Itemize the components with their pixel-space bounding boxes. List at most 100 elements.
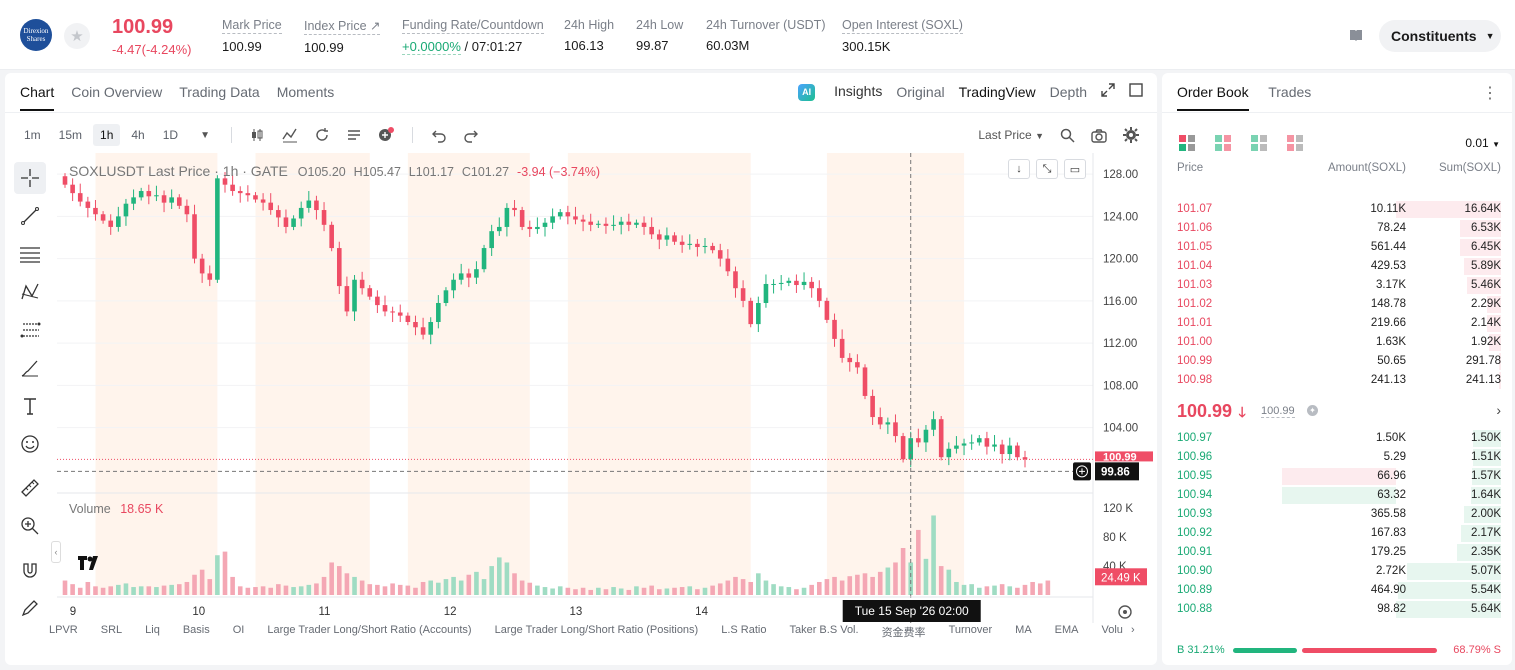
ask-row[interactable]: 101.00 1.63K 1.92K — [1177, 333, 1501, 352]
ask-row[interactable]: 100.99 50.65 291.78 — [1177, 352, 1501, 371]
trend-line-icon[interactable] — [14, 200, 46, 232]
collapse-icon[interactable]: ⤡ — [1036, 159, 1058, 179]
indicator-volume[interactable]: Volu — [1101, 624, 1123, 636]
pattern-icon[interactable] — [14, 276, 46, 308]
tab-coin-overview[interactable]: Coin Overview — [71, 84, 163, 100]
timeframe-dropdown-icon[interactable]: ▼ — [200, 129, 211, 141]
timeframe-4h[interactable]: 4h — [131, 128, 145, 142]
bid-row[interactable]: 100.97 1.50K 1.50K — [1177, 429, 1501, 448]
indicator-lt-ratio-positions[interactable]: Large Trader Long/Short Ratio (Positions… — [494, 624, 699, 636]
candle — [695, 243, 700, 248]
magnet-icon[interactable] — [14, 554, 46, 586]
constituents-dropdown[interactable]: Constituents ▼ — [1379, 20, 1501, 52]
bid-row[interactable]: 100.89 464.90 5.54K — [1177, 581, 1501, 600]
indicators-icon[interactable] — [281, 126, 299, 144]
tab-chart[interactable]: Chart — [20, 84, 55, 111]
insights-button[interactable]: AI Insights — [784, 83, 882, 101]
timeframe-1m[interactable]: 1m — [24, 128, 41, 142]
lock-pencil-icon[interactable] — [14, 592, 46, 624]
fullscreen-icon[interactable]: ▭ — [1064, 159, 1086, 179]
indicator-turnover[interactable]: Turnover — [948, 624, 993, 636]
indicator-liq[interactable]: Liq — [145, 624, 160, 636]
bid-row[interactable]: 100.91 179.25 2.35K — [1177, 543, 1501, 562]
add-indicator-icon[interactable] — [377, 126, 395, 144]
refresh-icon[interactable] — [313, 126, 331, 144]
horizontal-lines-icon[interactable] — [14, 238, 46, 270]
layout-both-alt-icon[interactable] — [1215, 135, 1231, 151]
indicator-ema[interactable]: EMA — [1054, 624, 1079, 636]
brush-icon[interactable] — [14, 352, 46, 384]
indicator-taker-vol[interactable]: Taker B.S Vol. — [789, 624, 859, 636]
ask-row[interactable]: 101.03 3.17K 5.46K — [1177, 276, 1501, 295]
indicator-lt-ratio-accounts[interactable]: Large Trader Long/Short Ratio (Accounts) — [267, 624, 472, 636]
price-source-select[interactable]: Last Price ▼ — [978, 128, 1044, 142]
ask-row[interactable]: 101.05 561.44 6.45K — [1177, 238, 1501, 257]
precision-select[interactable]: 0.01 ▼ — [1465, 136, 1500, 150]
ask-row[interactable]: 101.06 78.24 6.53K — [1177, 219, 1501, 238]
candle-type-icon[interactable] — [249, 126, 267, 144]
crosshair-icon[interactable] — [14, 162, 46, 194]
ask-row[interactable]: 101.02 148.78 2.29K — [1177, 295, 1501, 314]
bid-row[interactable]: 100.92 167.83 2.17K — [1177, 524, 1501, 543]
bid-row[interactable]: 100.94 63.32 1.64K — [1177, 486, 1501, 505]
view-tradingview[interactable]: TradingView — [958, 83, 1036, 100]
bid-row[interactable]: 100.95 66.96 1.57K — [1177, 467, 1501, 486]
arrow-down-icon: 🡓 — [1238, 404, 1246, 420]
zoom-in-icon[interactable] — [14, 510, 46, 542]
text-tool-icon[interactable] — [14, 390, 46, 422]
emoji-icon[interactable] — [14, 428, 46, 460]
expand-icon[interactable] — [1101, 83, 1115, 100]
ruler-icon[interactable] — [14, 472, 46, 504]
more-options-icon[interactable]: ⋮ — [1482, 85, 1498, 102]
legend-close: C101.27 — [461, 165, 510, 179]
indicator-funding-rate[interactable]: 资金费率 — [881, 627, 926, 639]
tab-order-book[interactable]: Order Book — [1177, 84, 1249, 111]
indicator-lpvr[interactable]: LPVR — [49, 624, 78, 636]
bid-row[interactable]: 100.90 2.72K 5.07K — [1177, 562, 1501, 581]
timeframe-15m[interactable]: 15m — [58, 128, 83, 142]
layout-both-icon[interactable] — [1179, 135, 1195, 151]
bid-row[interactable]: 100.88 98.82 5.64K — [1177, 600, 1501, 619]
tab-moments[interactable]: Moments — [276, 84, 335, 100]
guide-book-icon[interactable] — [1348, 27, 1364, 43]
stat-open-interest[interactable]: Open Interest (SOXL) 300.15K — [842, 18, 963, 54]
favorite-star-icon[interactable]: ★ — [64, 23, 90, 49]
settings-gear-icon[interactable] — [1122, 126, 1140, 144]
chevron-right-icon[interactable]: › — [1130, 624, 1135, 636]
bid-row[interactable]: 100.96 5.29 1.51K — [1177, 448, 1501, 467]
indicator-ls-ratio[interactable]: L.S Ratio — [721, 624, 767, 636]
stat-mark-price[interactable]: Mark Price 100.99 — [222, 18, 282, 54]
order-book-panel: Order Book Trades ⋮ 0.01 ▼ Price Amount(… — [1162, 73, 1512, 665]
search-icon[interactable] — [1058, 126, 1076, 144]
undo-icon[interactable] — [430, 126, 448, 144]
ask-row[interactable]: 100.98 241.13 241.13 — [1177, 371, 1501, 390]
tab-trading-data[interactable]: Trading Data — [179, 84, 260, 100]
templates-icon[interactable] — [345, 126, 363, 144]
indicator-srl[interactable]: SRL — [100, 624, 123, 636]
window-icon[interactable] — [1129, 83, 1143, 100]
ask-row[interactable]: 101.04 429.53 5.89K — [1177, 257, 1501, 276]
tab-trades[interactable]: Trades — [1268, 84, 1312, 100]
bid-row[interactable]: 100.93 365.58 2.00K — [1177, 505, 1501, 524]
stat-funding-rate[interactable]: Funding Rate/Countdown +0.0000% / 07:01:… — [402, 18, 544, 55]
ask-row[interactable]: 101.01 219.66 2.14K — [1177, 314, 1501, 333]
indicator-oi[interactable]: OI — [232, 624, 245, 636]
view-depth[interactable]: Depth — [1049, 83, 1087, 100]
redo-icon[interactable] — [462, 126, 480, 144]
candlestick-chart[interactable]: 128.00 124.00 120.00 116.00 112.00 108.00 104.… — [57, 153, 1157, 665]
timeframe-1d[interactable]: 1D — [162, 128, 179, 142]
view-original[interactable]: Original — [896, 83, 945, 100]
fib-retracement-icon[interactable] — [14, 314, 46, 346]
scroll-down-icon[interactable]: ↓ — [1008, 159, 1030, 179]
camera-icon[interactable] — [1090, 126, 1108, 144]
mid-price-row[interactable]: 100.99 🡓 100.99 ✦ › — [1177, 401, 1501, 426]
indicator-ma[interactable]: MA — [1015, 624, 1032, 636]
stat-index-price[interactable]: Index Price ↗ 100.99 — [304, 18, 381, 55]
candle — [702, 245, 708, 248]
layout-bids-icon[interactable] — [1251, 135, 1267, 151]
collapse-toolbar-icon[interactable]: ‹ — [51, 541, 61, 563]
layout-asks-icon[interactable] — [1287, 135, 1303, 151]
ask-row[interactable]: 101.07 10.11K 16.64K — [1177, 200, 1501, 219]
timeframe-1h[interactable]: 1h — [93, 124, 121, 146]
indicator-basis[interactable]: Basis — [182, 624, 210, 636]
